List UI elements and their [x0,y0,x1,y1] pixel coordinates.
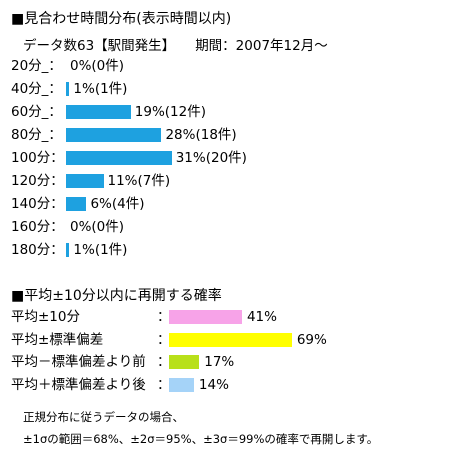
distribution-bar [66,128,162,142]
chart-1-row: 180分： 1%(1件) [0,240,452,260]
chart-2-row: 平均＋標準偏差より後 ： 14% [0,375,452,395]
colon-separator: ： [157,309,171,325]
value-label: 0%(0件) [70,58,125,74]
chart-1-row: 60分_： 19%(12件) [0,102,452,122]
chart-1-row: 80分_： 28%(18件) [0,125,452,145]
value-label: 17% [204,354,235,370]
value-label: 14% [198,376,229,393]
chart-1-row: 160分： 0%(0件) [0,217,452,237]
colon-separator: ： [157,376,171,393]
value-label: 41% [246,309,277,325]
category-label: 160分： [11,219,64,235]
footnote-line-1: 正規分布に従うデータの場合、 [23,410,184,424]
category-label: 140分： [11,196,64,212]
footnote-line-2: ±1σの範囲＝68%、±2σ＝95%、±3σ＝99%の確率で再開します。 [23,432,379,446]
distribution-bar [66,151,172,165]
chart-1-row: 100分： 31%(20件) [0,148,452,168]
category-label: 平均±標準偏差 [11,331,104,348]
value-label: 28%(18件) [165,127,237,143]
category-label: 100分： [11,150,64,166]
probability-bar [169,355,200,369]
category-label: 平均－標準偏差より前 [11,354,146,370]
data-count-label: データ数63【駅間発生】 [23,38,176,54]
probability-bar [169,332,292,347]
chart-2-row: 平均±標準偏差 ： 69% [0,330,452,350]
value-label: 11%(7件) [107,173,171,189]
category-label: 平均±10分 [11,309,80,325]
distribution-bar [66,174,104,188]
chart-1-row: 120分： 11%(7件) [0,171,452,191]
chart-2-row: 平均±10分 ： 41% [0,307,452,327]
colon-separator: ： [157,354,171,370]
category-label: 180分： [11,242,64,258]
value-label: 1%(1件) [73,242,128,258]
chart-1-title: ■見合わせ時間分布(表示時間以内) [11,11,232,27]
value-label: 6%(4件) [90,196,145,212]
distribution-bar [66,197,87,211]
value-label: 31%(20件) [175,150,247,166]
chart-1-row: 140分： 6%(4件) [0,194,452,214]
distribution-bar [66,243,70,257]
colon-separator: ： [157,331,171,348]
chart-2-title: ■平均±10分以内に再開する確率 [11,288,222,304]
category-label: 120分： [11,173,64,189]
distribution-bar [66,105,131,119]
distribution-bar [66,82,70,96]
value-label: 69% [296,331,327,348]
chart-1-row: 40分_： 1%(1件) [0,79,452,99]
category-label: 平均＋標準偏差より後 [11,376,146,393]
category-label: 60分_： [11,104,62,120]
value-label: 0%(0件) [70,219,125,235]
category-label: 20分_： [11,58,62,74]
category-label: 80分_： [11,127,62,143]
probability-bar [169,310,242,324]
value-label: 19%(12件) [134,104,206,120]
period-label: 期間：2007年12月～ [195,38,328,54]
chart-1-row: 20分_： 0%(0件) [0,56,452,76]
chart-1-subtitle: データ数63【駅間発生】 期間：2007年12月～ [23,34,328,54]
chart-2-row: 平均－標準偏差より前 ： 17% [0,352,452,372]
category-label: 40分_： [11,81,62,97]
value-label: 1%(1件) [73,81,128,97]
probability-bar [169,377,194,392]
